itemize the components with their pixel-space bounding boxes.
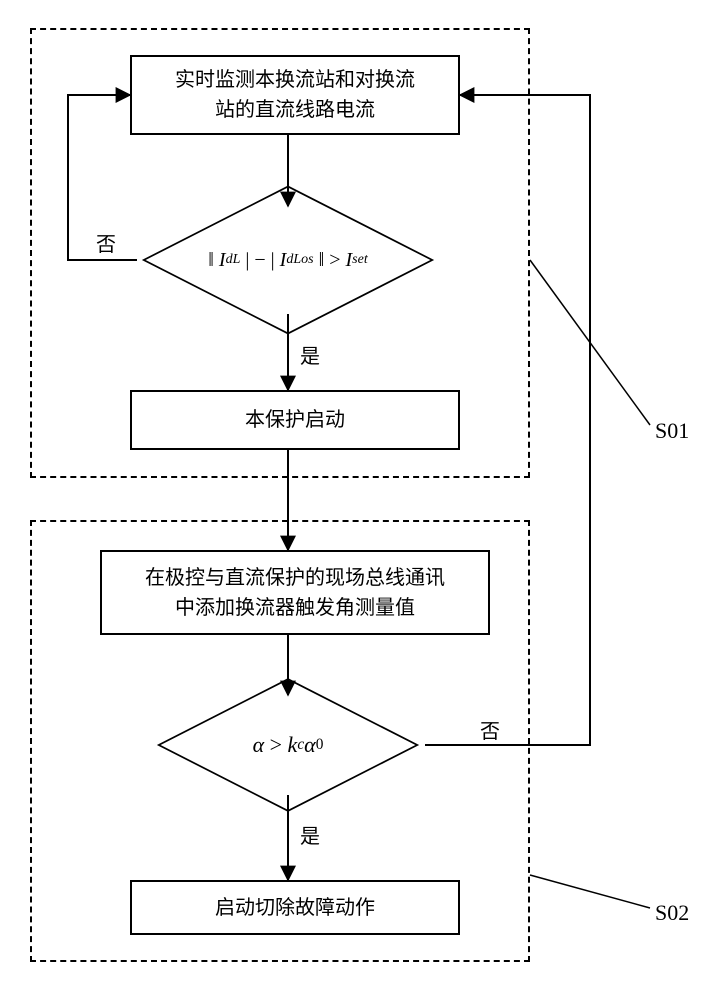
node-add-meas-line2: 中添加换流器触发角测量值 [175,597,415,619]
node-cond2-formula: α > kcα0 [188,728,388,762]
node-start-protect-text: 本保护启动 [245,405,345,435]
node-start-protect: 本保护启动 [130,390,460,450]
label-cond1-no: 否 [96,228,116,257]
node-monitor: 实时监测本换流站和对换流 站的直流线路电流 [130,55,460,135]
label-cond2-no: 否 [480,715,500,744]
side-label-s01: S01 [655,418,689,444]
node-cut-fault-text: 启动切除故障动作 [215,893,375,923]
node-cond1-formula: ‖ IdL | − | IdLos ‖ > Iset [138,240,438,280]
node-cut-fault: 启动切除故障动作 [130,880,460,935]
label-cond2-yes: 是 [300,820,320,849]
node-monitor-line2: 站的直流线路电流 [215,99,375,121]
side-label-s02: S02 [655,900,689,926]
node-add-meas-line1: 在极控与直流保护的现场总线通讯 [145,567,445,589]
node-add-meas: 在极控与直流保护的现场总线通讯 中添加换流器触发角测量值 [100,550,490,635]
label-cond1-yes: 是 [300,340,320,369]
node-monitor-line1: 实时监测本换流站和对换流 [175,69,415,91]
flowchart-canvas: 实时监测本换流站和对换流 站的直流线路电流 ‖ IdL | − | IdLos … [0,0,722,1000]
